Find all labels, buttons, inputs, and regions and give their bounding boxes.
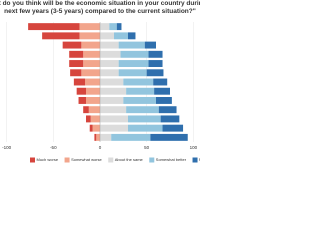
legend-label: Somewhat worse [71, 157, 102, 162]
bar-segment [62, 41, 82, 49]
bar-segment [111, 133, 151, 141]
bar-segment [100, 41, 119, 49]
bar-segment [96, 133, 100, 141]
bar-segment [100, 124, 128, 132]
bar-segment [100, 32, 114, 40]
bar-segment [83, 50, 100, 58]
bar-segment [70, 69, 82, 77]
bar-segment [144, 41, 156, 49]
chart: "What do you think will be the economic … [0, 0, 221, 163]
bar-segment [89, 124, 93, 132]
bar-segment [114, 32, 128, 40]
bar-segment [86, 87, 100, 95]
bar-segment [83, 106, 89, 114]
bar-segment [100, 78, 124, 86]
bar-segment [150, 133, 188, 141]
bar-segment [160, 115, 180, 123]
bar-segment [94, 133, 97, 141]
legend-label: Much worse [37, 157, 59, 162]
bar-segment [81, 69, 100, 77]
legend-swatch [30, 157, 35, 163]
bar-segment [100, 106, 127, 114]
legend-swatch [108, 157, 114, 163]
bar-segment [120, 50, 149, 58]
bar-segment [126, 106, 159, 114]
bar-segment [118, 60, 149, 67]
bar-segment [100, 23, 110, 31]
legend-swatch [192, 157, 198, 163]
bar-segment [109, 23, 117, 31]
bar-segment [92, 124, 100, 132]
bar-segment [86, 97, 100, 104]
bar-segment [123, 78, 154, 86]
bar-segment [146, 69, 164, 77]
legend-label: About the same [115, 157, 144, 162]
bar-segment [148, 50, 163, 58]
bar-segment [69, 50, 84, 58]
bar-segment [86, 115, 91, 123]
bar-segment [156, 97, 172, 104]
x-tick-label: -100 [2, 145, 12, 150]
legend-swatch [149, 157, 155, 163]
bar-segment [162, 124, 184, 132]
bar-segment [100, 87, 127, 95]
bar-segment [100, 50, 121, 58]
bar-segment [118, 69, 147, 77]
bar-segment [158, 106, 177, 114]
bar-segment [79, 23, 100, 31]
bar-segment [73, 78, 86, 86]
x-tick-label: -50 [50, 145, 57, 150]
bar-segment [78, 97, 86, 104]
bar-segment [79, 32, 100, 40]
bar-segment [100, 69, 119, 77]
legend-label: Somewhat better [156, 157, 187, 162]
bar-segment [128, 32, 136, 40]
bar-segment [100, 115, 128, 123]
x-tick-label: 0 [99, 145, 102, 150]
bar-segment [116, 23, 122, 31]
legend-label: Much better [199, 157, 200, 162]
bar-segment [128, 115, 161, 123]
title-box: "What do you think will be the economic … [0, 0, 200, 15]
bar-segment [128, 124, 163, 132]
bar-segment [100, 97, 124, 104]
chart-title: "What do you think will be the economic … [0, 0, 200, 15]
bar-segment [76, 87, 86, 95]
bar-segment [154, 87, 170, 95]
x-tick-label: 50 [144, 145, 150, 150]
bar-segment [42, 32, 80, 40]
bar-segment [83, 60, 100, 67]
bar-segment [85, 78, 100, 86]
bar-segment [88, 106, 100, 114]
bar-segment [153, 78, 168, 86]
bar-segment [100, 60, 119, 67]
bar-segment [90, 115, 100, 123]
bar-segment [148, 60, 163, 67]
x-tick-label: 100 [190, 145, 198, 150]
legend-swatch [64, 157, 70, 163]
bar-segment [81, 41, 100, 49]
bar-segment [100, 133, 112, 141]
bar-segment [123, 97, 156, 104]
bar-segment [118, 41, 145, 49]
bar-segment [126, 87, 155, 95]
bar-segment [69, 60, 84, 67]
bar-segment [28, 23, 80, 31]
